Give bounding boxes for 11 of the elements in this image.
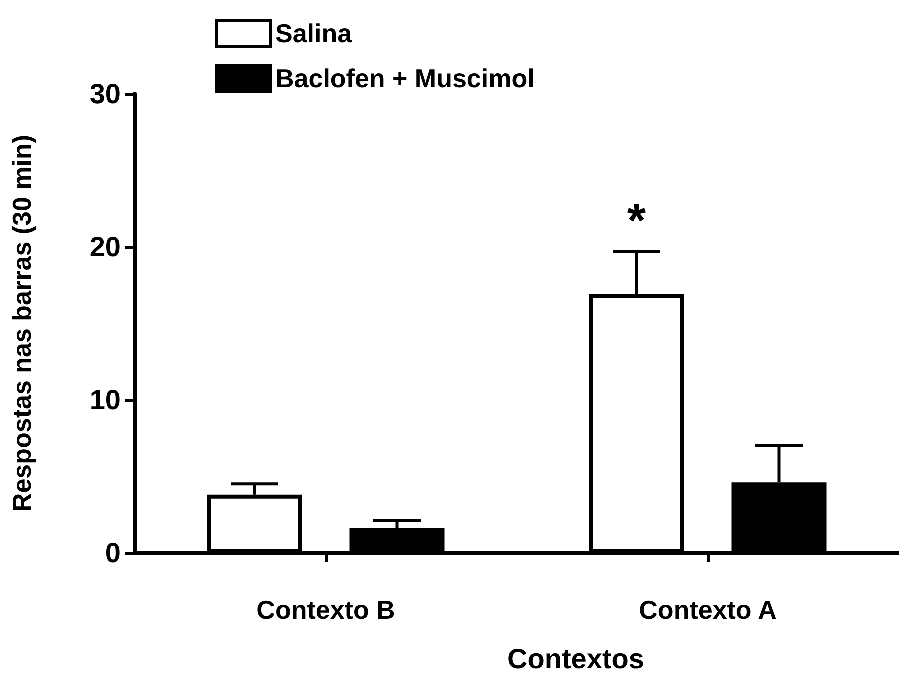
y-tick-label: 30 xyxy=(90,78,121,110)
y-tick-label: 0 xyxy=(105,538,121,568)
y-tick-label: 20 xyxy=(90,232,121,262)
y-tick-label: 10 xyxy=(90,384,121,416)
x-axis-title: Contextos xyxy=(508,644,644,674)
legend-label: Baclofen + Muscimol xyxy=(276,64,535,94)
x-tick-label: Contexto B xyxy=(256,595,396,625)
annotation: * xyxy=(627,195,646,248)
x-tick-label: Contexto A xyxy=(639,595,778,625)
legend-label: Salina xyxy=(276,18,353,48)
y-axis-title: Respostas nas barras (30 min) xyxy=(7,134,37,512)
